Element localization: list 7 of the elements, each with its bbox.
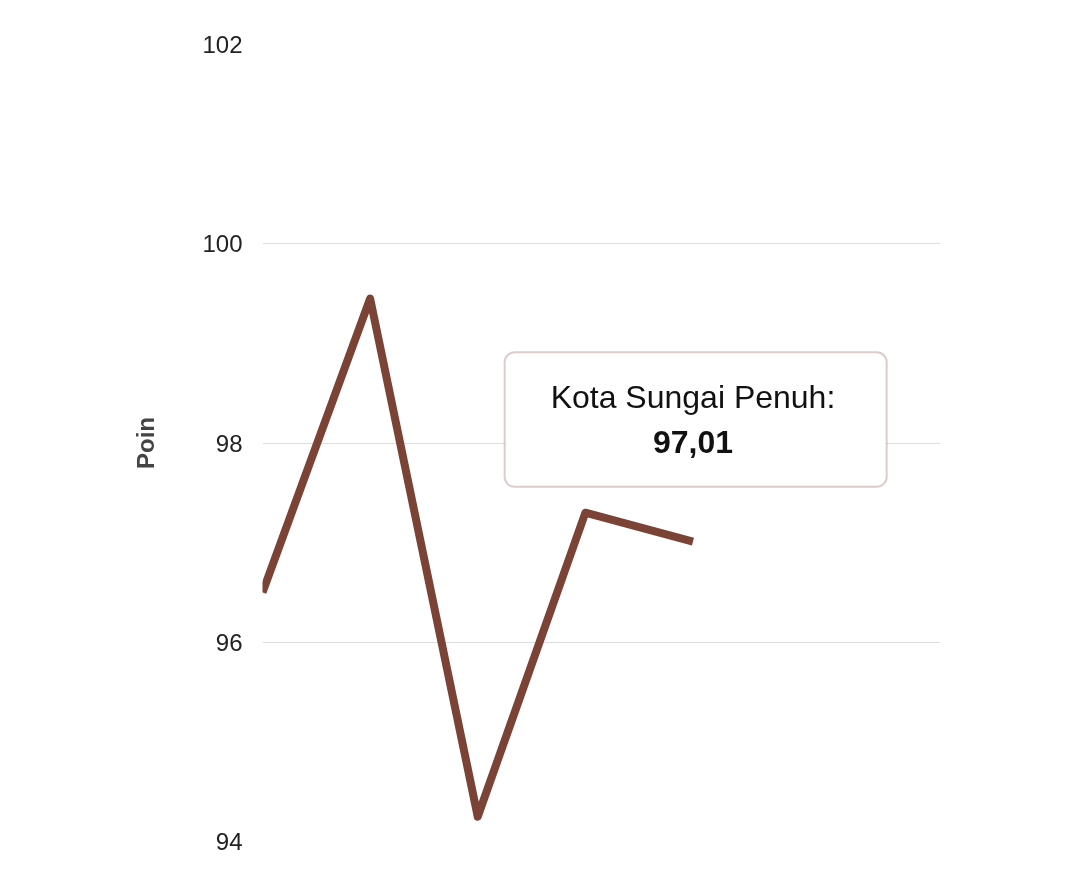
annotation: Kota Sungai Penuh: 97,01 <box>550 379 836 460</box>
y-axis-title: Poin <box>132 417 160 469</box>
y-tick-label: 96 <box>215 628 243 656</box>
y-tick-label: 98 <box>215 429 243 457</box>
y-tick-label: 100 <box>202 230 243 258</box>
y-tick-label: 102 <box>202 31 243 58</box>
y-tick-label: 94 <box>215 828 243 855</box>
